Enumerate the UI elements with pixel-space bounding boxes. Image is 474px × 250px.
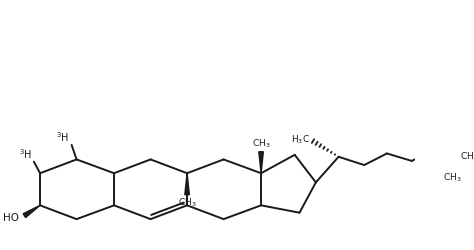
Text: $\mathrm{CH_3}$: $\mathrm{CH_3}$ xyxy=(252,138,270,150)
Text: $\mathrm{H_3C}$: $\mathrm{H_3C}$ xyxy=(291,134,310,146)
Text: HO: HO xyxy=(2,213,18,223)
Polygon shape xyxy=(23,205,40,218)
Text: $\mathrm{CH_3}$: $\mathrm{CH_3}$ xyxy=(443,172,462,184)
Polygon shape xyxy=(185,173,189,195)
Text: $\mathrm{CH_3}$: $\mathrm{CH_3}$ xyxy=(178,196,196,209)
Polygon shape xyxy=(259,152,264,173)
Text: $\mathrm{CH_3}$: $\mathrm{CH_3}$ xyxy=(460,150,474,163)
Text: $^3$H: $^3$H xyxy=(56,130,70,144)
Text: $^3$H: $^3$H xyxy=(18,147,32,161)
